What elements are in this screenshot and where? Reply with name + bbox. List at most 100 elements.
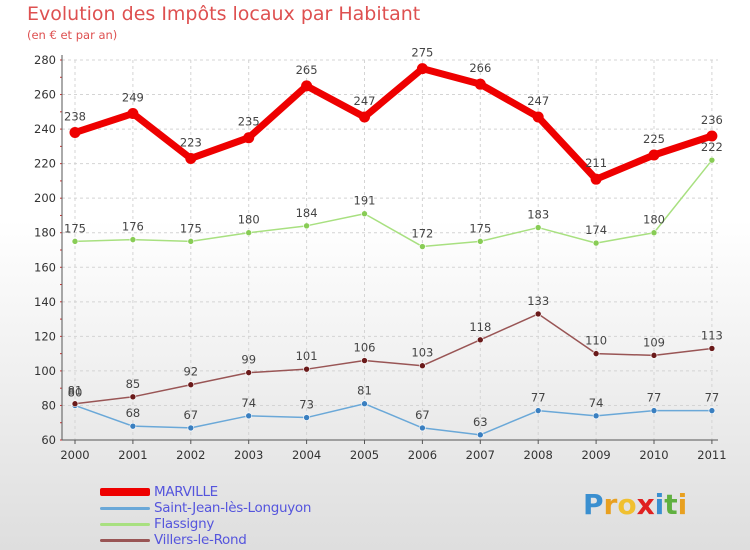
data-label: 175 [469, 221, 491, 235]
data-label: 172 [411, 227, 433, 241]
grid-lines [62, 59, 718, 441]
data-label: 81 [357, 384, 372, 398]
data-label: 249 [122, 91, 144, 105]
legend-swatch-saint-jean [100, 507, 150, 510]
data-point [361, 210, 368, 218]
series-lines [69, 63, 718, 439]
chart-title: Evolution des Impôts locaux par Habitant [27, 3, 421, 25]
logo-letter: t [664, 488, 678, 521]
data-point [534, 407, 542, 414]
series-line-2 [74, 159, 713, 248]
y-tick-label: 200 [34, 191, 56, 205]
x-tick-label: 2007 [466, 448, 495, 462]
data-point [650, 229, 658, 237]
data-label: 113 [701, 328, 723, 342]
data-label: 80 [68, 385, 83, 399]
x-tick-label: 2004 [292, 448, 321, 462]
data-label: 85 [126, 377, 141, 391]
data-point [419, 362, 426, 370]
data-point [187, 238, 195, 245]
data-label: 118 [469, 320, 491, 334]
data-label: 211 [585, 156, 607, 170]
data-label: 110 [585, 334, 607, 348]
data-point [71, 400, 79, 408]
x-tick-label: 2006 [408, 448, 437, 462]
data-label: 103 [411, 346, 433, 360]
data-label: 174 [585, 223, 607, 237]
legend-label-saint-jean: Saint-Jean-lès-Longuyon [154, 500, 312, 516]
data-point [303, 222, 310, 230]
data-point [534, 224, 542, 231]
y-tick-label: 280 [34, 53, 56, 67]
y-tick-label: 120 [34, 329, 56, 343]
logo-letter: P [583, 488, 604, 521]
y-tick-label: 180 [34, 226, 56, 240]
data-label: 238 [64, 110, 86, 124]
series-line-3 [74, 313, 713, 405]
legend-label-villers: Villers-le-Rond [154, 532, 247, 548]
data-point [129, 422, 137, 430]
data-point [708, 345, 716, 352]
data-label: 235 [238, 115, 260, 129]
data-point [474, 78, 486, 90]
data-point [592, 239, 600, 247]
data-label: 223 [180, 135, 202, 149]
data-point [303, 414, 310, 421]
data-label: 176 [122, 220, 144, 234]
legend-label-marville: MARVILLE [154, 484, 218, 500]
data-point [301, 80, 313, 92]
data-point [648, 149, 660, 161]
logo-letter: x [636, 488, 655, 521]
y-tick-label: 260 [34, 88, 56, 102]
data-label: 247 [354, 94, 376, 108]
data-point [650, 407, 658, 414]
data-label: 77 [647, 391, 662, 405]
legend-swatch-marville [100, 488, 150, 496]
y-tick-label: 100 [34, 364, 56, 378]
data-label: 92 [183, 365, 198, 379]
x-tick-label: 2001 [118, 448, 147, 462]
data-label: 180 [238, 213, 260, 227]
data-label: 63 [473, 415, 488, 429]
data-point [361, 400, 368, 408]
data-point [127, 108, 139, 120]
data-point [245, 369, 252, 376]
data-label: 265 [296, 63, 318, 77]
data-label: 247 [527, 94, 549, 108]
data-point [359, 111, 370, 123]
data-point [303, 365, 310, 373]
data-point [245, 229, 252, 237]
data-label: 77 [531, 391, 546, 405]
data-label: 67 [183, 408, 198, 422]
y-tick-label: 140 [34, 295, 56, 309]
data-label: 67 [415, 408, 430, 422]
y-tick-label: 80 [41, 398, 56, 412]
y-tick-label: 160 [34, 260, 56, 274]
series-line-0 [71, 65, 716, 183]
data-point [361, 357, 368, 364]
data-label: 77 [705, 391, 720, 405]
data-label: 109 [643, 335, 665, 349]
y-tick-label: 220 [34, 157, 56, 171]
data-point [476, 336, 484, 344]
data-label: 191 [354, 194, 376, 208]
data-label: 74 [589, 396, 604, 410]
data-label: 266 [469, 61, 491, 75]
logo-letter: i [654, 488, 665, 521]
data-label: 180 [643, 213, 665, 227]
data-point [71, 238, 79, 245]
data-label: 99 [241, 353, 256, 367]
y-tick-label: 60 [41, 433, 56, 447]
data-labels: 238 249 223 235 265 247 275 266 247 211 225 236 80 68… [64, 46, 723, 429]
data-label: 184 [296, 206, 318, 220]
data-point [476, 431, 484, 439]
data-point [129, 236, 137, 243]
data-label: 275 [411, 46, 433, 60]
logo-letter: r [603, 488, 618, 521]
legend-label-flassigny: Flassigny [154, 516, 215, 532]
data-point [706, 130, 718, 142]
data-point [592, 350, 600, 357]
data-point [129, 393, 137, 401]
proxiti-logo: Proxiti [583, 488, 687, 521]
